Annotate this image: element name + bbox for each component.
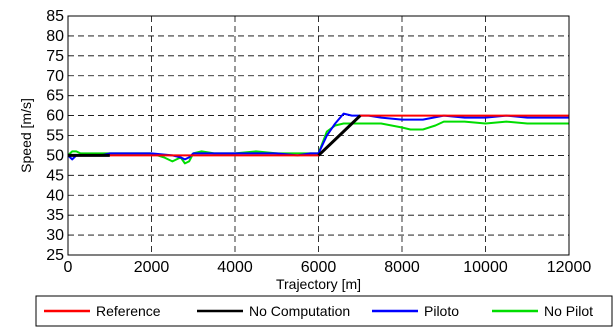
y-tick-label: 70 xyxy=(46,68,64,85)
y-tick-label: 55 xyxy=(46,128,64,145)
legend-label-reference: Reference xyxy=(96,303,161,319)
y-tick-label: 30 xyxy=(46,227,64,244)
x-tick-label: 2000 xyxy=(134,259,170,276)
y-tick-label: 65 xyxy=(46,88,64,105)
legend-label-no-pilot: No Pilot xyxy=(544,303,593,319)
y-tick-label: 85 xyxy=(46,8,64,25)
legend: Reference No Computation Piloto No Pilot xyxy=(35,295,613,327)
y-tick-label: 80 xyxy=(46,28,64,45)
plot-frame xyxy=(67,15,570,256)
series-lines xyxy=(67,112,569,165)
legend-label-no-computation: No Computation xyxy=(249,303,350,319)
y-tick-label: 50 xyxy=(46,147,64,164)
x-tick-label: 8000 xyxy=(384,259,420,276)
y-tick-label: 40 xyxy=(46,187,64,204)
y-tick-label: 45 xyxy=(46,167,64,184)
y-tick-label: 60 xyxy=(46,108,64,125)
x-tick-label: 6000 xyxy=(301,259,337,276)
series-line-no-computation xyxy=(317,114,362,157)
grid xyxy=(68,16,569,255)
x-tick-label: 12000 xyxy=(547,259,592,276)
y-tick-label: 75 xyxy=(46,48,64,65)
legend-label-piloto: Piloto xyxy=(424,303,459,319)
x-tick-label: 10000 xyxy=(463,259,508,276)
x-axis-label: Trajectory [m] xyxy=(276,276,361,292)
axis-ticks: 25 30 35 40 45 50 55 60 65 70 75 80 85 0 2000 4000 6000 8… xyxy=(46,8,591,276)
y-axis-label: Speed [m/s] xyxy=(18,98,34,173)
x-tick-label: 4000 xyxy=(217,259,253,276)
x-tick-label: 0 xyxy=(64,259,73,276)
y-tick-label: 25 xyxy=(46,247,64,264)
y-tick-label: 35 xyxy=(46,207,64,224)
